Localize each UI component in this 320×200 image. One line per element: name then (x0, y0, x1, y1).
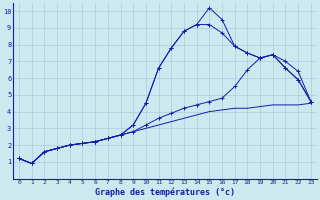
X-axis label: Graphe des températures (°c): Graphe des températures (°c) (95, 188, 235, 197)
